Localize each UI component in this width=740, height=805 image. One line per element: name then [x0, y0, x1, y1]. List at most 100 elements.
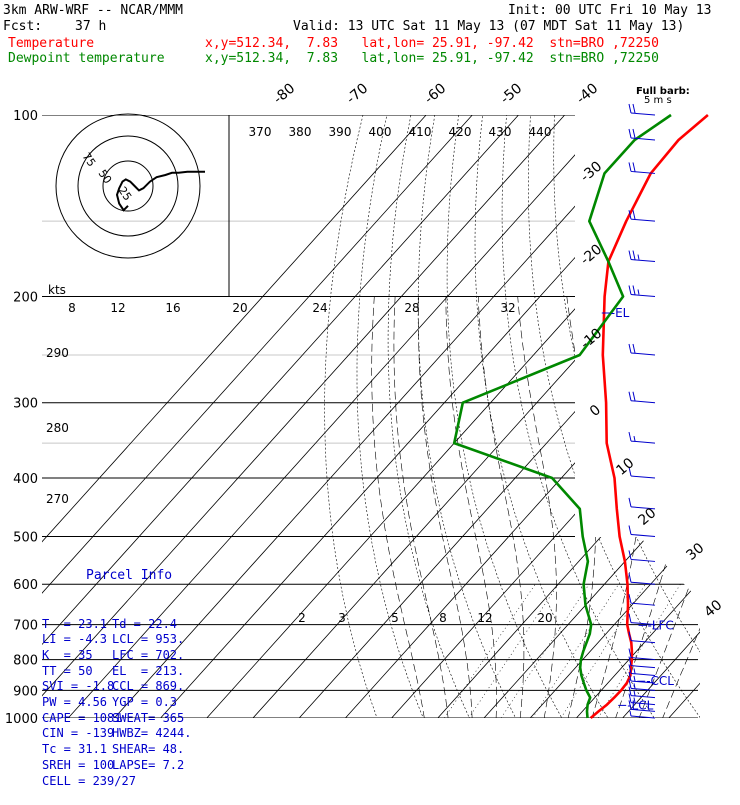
- theta-e-label: 390: [329, 125, 352, 139]
- parcel-param-right: SWEAT= 365: [112, 711, 222, 727]
- wind-barb-half-flag: [638, 255, 639, 260]
- level-marker-label: -LFC: [648, 618, 674, 632]
- wind-barb-flag: [633, 251, 635, 260]
- isotherm-label: -10: [578, 325, 606, 352]
- wind-barb-staff: [631, 666, 655, 668]
- parcel-param-left: TT = 50: [42, 664, 112, 680]
- parcel-param-right: YGP = 0.3: [112, 695, 222, 711]
- pressure-tick-label: 600: [13, 578, 38, 593]
- parcel-param-left: PW = 4.56: [42, 695, 112, 711]
- dry-adiabat-line: [388, 115, 475, 731]
- level-marker-label: -CCL: [646, 674, 674, 688]
- parcel-param-right: [112, 774, 222, 790]
- wind-barb-flag: [629, 432, 631, 441]
- wind-barb-flag: [629, 286, 631, 295]
- dry-adiabat-line: [674, 115, 740, 731]
- parcel-param-right: LAPSE= 7.2: [112, 758, 222, 774]
- isotherm-label: 40: [701, 597, 725, 621]
- theta-e-label: 370: [249, 125, 272, 139]
- wind-barb-half-flag: [634, 691, 635, 696]
- mixing-ratio-line: [444, 584, 535, 718]
- wind-barb-staff: [631, 641, 655, 643]
- wind-barb-flag: [633, 104, 635, 113]
- mixing-ratio-label: 8: [439, 611, 447, 625]
- wind-barb-flag: [633, 129, 635, 138]
- pressure-tick-label: 700: [13, 619, 38, 634]
- wind-barb-flag: [633, 162, 635, 171]
- wind-barb-flag: [629, 344, 631, 353]
- wind-barb-flag: [629, 614, 631, 623]
- wind-barb-flag: [629, 162, 631, 171]
- parcel-param-right: EL = 213.: [112, 664, 222, 680]
- level-marker-label: -EL: [611, 306, 630, 320]
- mixing-ratio-label: 12: [477, 611, 492, 625]
- mixing-ratio-label: 2: [298, 611, 306, 625]
- wind-barb-flag: [629, 104, 631, 113]
- wind-barb-staff: [631, 534, 655, 536]
- mixing-ratio-line: [533, 584, 619, 718]
- parcel-info-row: CELL = 239/27: [42, 774, 229, 790]
- dry-adiabat-line: [626, 115, 740, 731]
- isotherm-line: [623, 115, 740, 718]
- isotherm-line: [161, 115, 704, 718]
- parcel-param-left: K = 35: [42, 648, 112, 664]
- dry-adiabat-label: 270: [46, 492, 69, 506]
- isotherm-label: -80: [271, 80, 299, 107]
- dry-adiabat-line: [447, 115, 569, 731]
- hodograph-speed-label: 12: [110, 301, 125, 315]
- mixing-ratio-line: [469, 584, 559, 718]
- moist-adiabat-line: [372, 297, 427, 731]
- wind-barb-flag: [629, 392, 631, 401]
- wind-barb-half-flag: [638, 290, 639, 295]
- dry-adiabat-line: [650, 115, 740, 731]
- hodograph-speed-label: 32: [500, 301, 515, 315]
- wind-barb-flag: [629, 573, 631, 582]
- wind-barb-staff: [631, 219, 655, 221]
- parcel-param-left: T = 23.1: [42, 617, 112, 633]
- dry-adiabat-label: 280: [46, 421, 69, 435]
- wind-barb-half-flag: [634, 676, 635, 681]
- dry-adiabat-line: [698, 115, 740, 731]
- parcel-param-right: SHEAR= 48.: [112, 742, 222, 758]
- hodograph-speed-label: 24: [312, 301, 327, 315]
- hodograph: [56, 114, 229, 296]
- hodograph-ring-label: 50: [96, 167, 115, 186]
- wind-barb-flag: [629, 525, 631, 534]
- isotherm-label: -40: [574, 80, 602, 107]
- isotherm-label: 30: [683, 540, 707, 564]
- wind-barb-staff: [631, 603, 655, 605]
- parcel-param-left: CELL = 239/27: [42, 774, 112, 790]
- moist-adiabat-line: [611, 297, 704, 731]
- hodograph-speed-label: 16: [165, 301, 180, 315]
- pressure-tick-label: 1000: [5, 712, 38, 727]
- isotherm-line: [715, 115, 740, 718]
- wind-barb-flag: [633, 392, 635, 401]
- wind-barb-staff: [631, 295, 655, 297]
- mixing-ratio-label: 3: [338, 611, 346, 625]
- pressure-tick-label: 300: [13, 397, 38, 412]
- wind-barb-flag: [633, 286, 635, 295]
- hodograph-units-label: kts: [48, 283, 66, 297]
- wind-barb-staff: [631, 353, 655, 355]
- moist-adiabat-line: [446, 297, 497, 731]
- theta-e-label: 400: [369, 125, 392, 139]
- parcel-param-left: SREH = 100: [42, 758, 112, 774]
- parcel-param-right: LCL = 953.: [112, 632, 222, 648]
- parcel-param-left: SVI = -1.8: [42, 679, 112, 695]
- parcel-param-left: CAPE = 1081: [42, 711, 112, 727]
- parcel-param-left: Tc = 31.1: [42, 742, 112, 758]
- wind-barb-half-flag: [634, 683, 635, 688]
- wind-barb-flag: [629, 251, 631, 260]
- theta-e-label: 410: [409, 125, 432, 139]
- theta-e-label: 420: [449, 125, 472, 139]
- wind-barb-flag: [629, 129, 631, 138]
- moist-adiabat-line: [418, 297, 472, 731]
- dry-adiabat-line: [418, 115, 522, 731]
